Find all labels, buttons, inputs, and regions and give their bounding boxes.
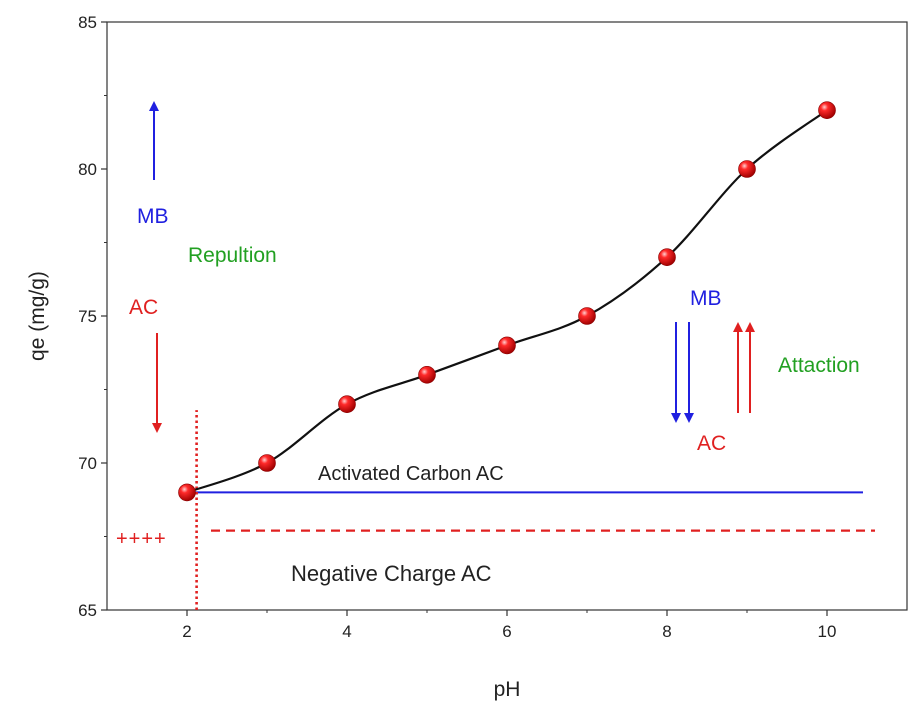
y-tick-label: 75 (78, 307, 97, 326)
data-point (418, 365, 436, 384)
reference-lines (187, 410, 875, 610)
ac-label-right: AC (697, 432, 726, 455)
y-tick-label: 65 (78, 601, 97, 620)
x-axis-label: pH (494, 678, 521, 701)
annotation-arrows (149, 101, 755, 433)
x-tick-label: 10 (818, 622, 837, 641)
mb-label-left: MB (137, 205, 169, 228)
annotation-texts: MB Repultion AC MB Attaction AC Activate… (116, 205, 860, 586)
x-tick-label: 8 (662, 622, 671, 641)
activated-carbon-label: Activated Carbon AC (318, 463, 504, 485)
negative-charge-label: Negative Charge AC (291, 561, 492, 586)
data-point (658, 248, 676, 267)
data-point (738, 160, 756, 178)
data-point (578, 307, 596, 325)
mb-label-right: MB (690, 287, 722, 310)
x-tick-label: 6 (502, 622, 511, 641)
y-tick-label: 80 (78, 160, 97, 179)
y-ticks: 65 70 75 80 85 (78, 13, 107, 620)
data-point (498, 336, 516, 355)
series-line (186, 109, 828, 494)
repulsion-label: Repultion (188, 244, 277, 267)
data-point (818, 101, 836, 119)
ac-label-left: AC (129, 296, 158, 319)
data-point (178, 483, 196, 502)
series-qe (178, 101, 836, 502)
x-tick-label: 4 (342, 622, 351, 641)
data-point (258, 454, 276, 472)
y-tick-label: 85 (78, 13, 97, 32)
y-axis-label: qe (mg/g) (26, 271, 49, 361)
y-tick-label: 70 (78, 454, 97, 473)
plus-signs-label: ++++ (116, 528, 167, 550)
data-point (338, 395, 356, 414)
attraction-label: Attaction (778, 354, 860, 377)
plot-frame (106, 21, 908, 611)
x-tick-label: 2 (182, 622, 191, 641)
x-ticks: 2 4 6 8 10 (182, 610, 836, 641)
